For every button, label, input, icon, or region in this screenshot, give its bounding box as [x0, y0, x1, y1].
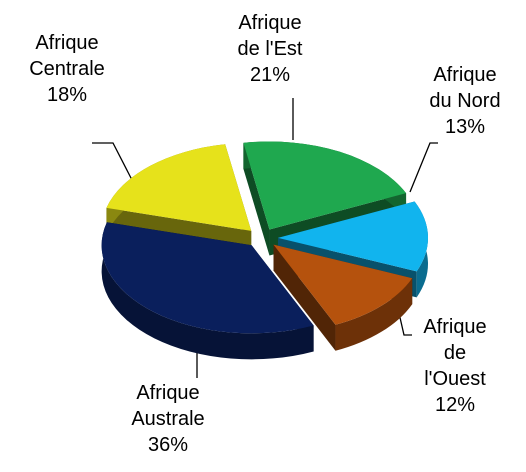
leader-line: [92, 142, 133, 181]
slice-top: [273, 244, 413, 325]
slice-label: Afrique Australe 36%: [115, 380, 221, 458]
value-label: 36%: [147, 434, 189, 456]
slice-wall: [335, 278, 413, 351]
value-label: 21%: [249, 64, 291, 86]
slice-side: [273, 244, 336, 351]
slice-top: [106, 144, 252, 231]
slice-side: [243, 142, 270, 256]
slice-label: Afrique de l'Ouest 12%: [418, 314, 492, 418]
value-label: 18%: [46, 84, 88, 106]
category-label: Afrique de l'Est: [237, 12, 303, 60]
slice-wall: [101, 222, 314, 360]
value-label: 12%: [434, 394, 476, 416]
slice: [101, 222, 314, 360]
slice-label: Afrique Centrale 18%: [26, 30, 108, 108]
value-label: 13%: [444, 116, 486, 138]
slice-top: [277, 201, 428, 272]
slice-label: Afrique de l'Est 21%: [225, 10, 315, 88]
leader-lines: [92, 98, 438, 378]
slice-top: [101, 222, 314, 334]
category-label: Afrique de l'Ouest: [423, 316, 487, 390]
slice: [106, 144, 252, 257]
category-label: Afrique Centrale: [29, 32, 105, 80]
pie: [101, 141, 428, 360]
slice-top: [243, 141, 407, 230]
leader-line: [409, 142, 438, 193]
category-label: Afrique Australe: [131, 382, 205, 430]
slice: [273, 244, 413, 351]
category-label: Afrique du Nord: [429, 64, 501, 112]
slice-label: Afrique du Nord 13%: [420, 62, 510, 140]
